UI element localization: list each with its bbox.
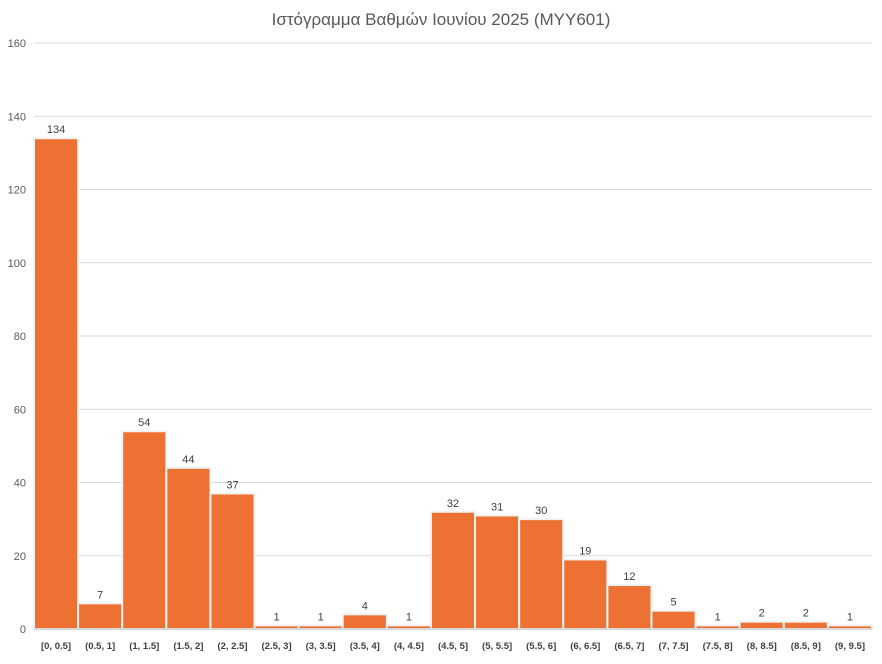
x-tick-label: [0, 0.5] <box>41 641 71 652</box>
histogram-bar <box>694 624 741 631</box>
histogram-bar <box>341 613 388 630</box>
y-tick-label: 120 <box>8 185 26 197</box>
histogram-bar <box>297 624 344 631</box>
histogram-bar <box>429 510 477 630</box>
bar-data-label: 7 <box>97 589 103 601</box>
bar-data-label: 44 <box>182 454 194 466</box>
bars-layer <box>33 137 873 631</box>
y-tick-label: 0 <box>20 624 26 636</box>
bar-data-label: 30 <box>535 505 547 517</box>
y-tick-label: 80 <box>14 331 26 343</box>
bar-data-label: 1 <box>847 611 853 623</box>
bar-data-label: 19 <box>579 545 591 557</box>
y-tick-label: 60 <box>14 404 26 416</box>
x-tick-label: (8.5, 9] <box>791 641 821 652</box>
bar-data-label: 32 <box>447 498 459 510</box>
y-tick-label: 160 <box>8 38 26 50</box>
histogram-bar <box>826 624 873 631</box>
histogram-bar <box>606 584 653 630</box>
x-tick-label: (4.5, 5] <box>438 641 468 652</box>
bar-data-label: 37 <box>226 479 238 491</box>
x-tick-label: (1, 1.5] <box>129 641 159 652</box>
bar-data-label: 2 <box>759 608 765 620</box>
y-tick-label: 40 <box>14 478 26 490</box>
y-axis-ticks: 0 20 40 60 80 100 120 140 160 <box>8 38 26 636</box>
histogram-bar <box>33 137 80 630</box>
x-tick-label: (6.5, 7] <box>614 641 644 652</box>
x-tick-label: (1.5, 2] <box>173 641 203 652</box>
x-tick-label: (7.5, 8] <box>703 641 733 652</box>
histogram-bar <box>474 514 521 631</box>
bar-data-label: 1 <box>318 611 324 623</box>
x-tick-label: (8, 8.5] <box>747 641 777 652</box>
y-tick-label: 100 <box>8 258 26 270</box>
x-tick-label: (5.5, 6] <box>526 641 556 652</box>
histogram-bar <box>738 620 785 630</box>
x-tick-label: (3.5, 4] <box>350 641 380 652</box>
chart-title: Ιστόγραμμα Βαθμών Ιουνίου 2025 (ΜΥΥ601) <box>272 10 611 29</box>
histogram-bar <box>518 518 565 630</box>
histogram-bar <box>165 466 212 630</box>
bar-data-label: 1 <box>715 611 721 623</box>
y-tick-label: 20 <box>14 551 26 563</box>
histogram-bar <box>650 609 697 630</box>
x-axis-ticks: [0, 0.5] (0.5, 1] (1, 1.5] (1.5, 2] (2, 2.5]… <box>41 641 865 652</box>
bar-data-label: 2 <box>803 608 809 620</box>
x-tick-label: (5, 5.5] <box>482 641 512 652</box>
histogram-bar <box>209 492 256 630</box>
histogram-bar <box>782 620 829 630</box>
x-tick-label: (9, 9.5] <box>835 641 865 652</box>
histogram-bar <box>77 602 124 630</box>
histogram-bar <box>562 558 609 630</box>
x-tick-label: (6, 6.5] <box>570 641 600 652</box>
histogram-bar <box>385 624 432 631</box>
x-tick-label: (4, 4.5] <box>394 641 424 652</box>
bar-data-label: 54 <box>138 417 150 429</box>
histogram-bar <box>121 430 168 630</box>
x-tick-label: (3, 3.5] <box>306 641 336 652</box>
histogram-bar <box>253 624 300 631</box>
x-tick-label: (0.5, 1] <box>85 641 115 652</box>
y-tick-label: 140 <box>8 111 26 123</box>
bar-data-label: 134 <box>47 124 65 136</box>
x-tick-label: (7, 7.5] <box>658 641 688 652</box>
bar-data-label: 5 <box>670 597 676 609</box>
bar-data-label: 12 <box>623 571 635 583</box>
x-tick-label: (2.5, 3] <box>262 641 292 652</box>
bar-data-label: 1 <box>274 611 280 623</box>
bar-data-label: 31 <box>491 501 503 513</box>
bar-data-label: 4 <box>362 600 368 612</box>
bar-data-label: 1 <box>406 611 412 623</box>
x-tick-label: (2, 2.5] <box>217 641 247 652</box>
